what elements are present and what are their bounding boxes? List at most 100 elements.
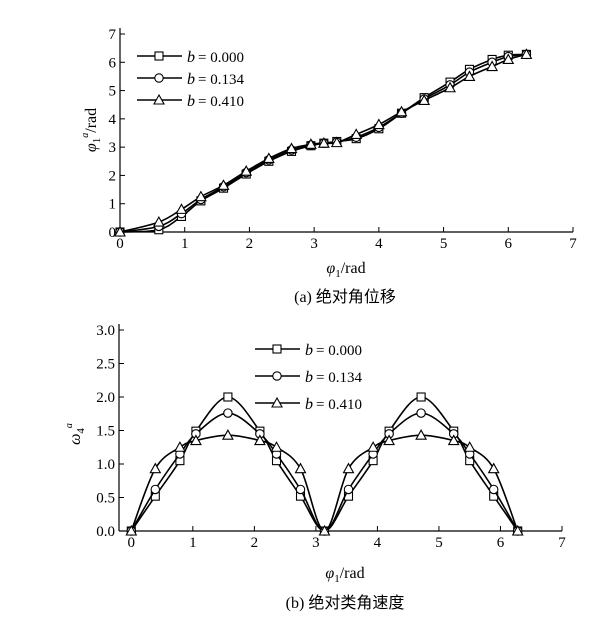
panel-a-series: [114, 48, 533, 237]
panel-b-series: [125, 392, 524, 536]
panel-a-axes: 0 1 2 3 4 5 6 7 0 1 2 3 4 5 6 7: [109, 27, 578, 252]
panel-b-xtick-label-5: 5: [435, 535, 443, 551]
panel-a-legend-marker-0: [154, 51, 164, 61]
panel-a-caption: (a) 绝对角位移: [294, 288, 396, 306]
panel-b-legend-marker-0: [272, 344, 282, 354]
panel-b-series-2-point-12: [415, 429, 428, 440]
panel-b-series-2-point-9: [342, 462, 355, 474]
panel-b-series-1-point-4: [223, 408, 233, 418]
panel-b-series-1-point-9: [343, 484, 354, 495]
panel-b-series-2-point-2: [173, 441, 186, 452]
panel-a-ytick-label-2: 2: [109, 168, 117, 184]
panel-b-xlabel: φ1/rad: [325, 565, 364, 585]
panel-a-xtick-label-2: 2: [246, 236, 254, 252]
panel-b-series-2-point-0: [125, 524, 138, 536]
panel-a-legend-symbol-2: b: [187, 93, 195, 110]
panel-a-ytick-label-1: 1: [109, 197, 117, 213]
panel-a-legend-symbol-0: b: [187, 49, 195, 66]
panel-a-series-2-point-15: [444, 81, 456, 93]
panel-a-ytick-label-5: 5: [109, 84, 117, 100]
panel-b-xtick-label-1: 1: [189, 535, 197, 551]
panel-b-ytick-label-6: 3.0: [96, 323, 115, 339]
panel-a-series-2-point-1: [152, 215, 165, 227]
panel-b-series-2-point-4: [221, 429, 234, 440]
panel-a-legend-label-2: = 0.410: [198, 94, 244, 110]
panel-b-series-2-point-16: [511, 524, 524, 536]
panel-a-series-2-point-2: [175, 203, 188, 214]
panel-b-series-2-point-3: [189, 434, 202, 446]
panel-b-series-2-point-11: [383, 434, 396, 446]
panel-b-ytick-label-2: 1.0: [96, 457, 115, 473]
panel-a-xtick-label-4: 4: [375, 236, 383, 252]
panel-a-series-2-point-5: [240, 165, 253, 176]
panel-b-ytick-label-3: 1.5: [96, 424, 115, 440]
panel-a-xtick-label-3: 3: [310, 236, 318, 252]
panel-b-series-2-point-6: [270, 441, 283, 452]
panel-a-ytick-label-4: 4: [109, 112, 117, 128]
panel-b-legend-label-0: = 0.000: [316, 343, 362, 359]
panel-a-ylabel: φ1a/rad: [80, 108, 103, 152]
panel-b-series-1-point-15: [488, 484, 499, 495]
panel-b-series-0-point-12: [416, 392, 426, 402]
panel-a-series-2-point-6: [262, 152, 275, 164]
panel-b-xtick-label-3: 3: [312, 535, 320, 551]
panel-b-legend-label-2: = 0.410: [316, 397, 362, 413]
panel-a-series-2-point-7: [285, 142, 298, 154]
panel-a-xtick-label-7: 7: [569, 236, 577, 252]
panel-a-legend-label-1: = 0.134: [198, 72, 244, 88]
panel-a-ytick-label-3: 3: [109, 140, 117, 156]
panel-b-series-2-point-7: [294, 462, 307, 474]
panel-b-xtick-label-4: 4: [374, 535, 382, 551]
panel-a-series-2-point-9: [317, 137, 330, 148]
panel-a-series-2-point-19: [520, 48, 533, 59]
panel-a-series-2-point-10: [330, 136, 343, 148]
panel-b-xtick-label-2: 2: [251, 535, 259, 551]
panel-a-ytick-label-6: 6: [109, 55, 117, 71]
panel-b-ytick-label-4: 2.0: [96, 390, 115, 406]
panel-b-series-2-point-1: [149, 462, 162, 474]
panel-a-series-2-point-0: [114, 225, 126, 237]
panel-a-xtick-label-1: 1: [181, 236, 189, 252]
panel-a-series-2-point-3: [194, 190, 207, 202]
panel-b-series-2-point-14: [463, 441, 476, 452]
panel-a-xtick-label-5: 5: [440, 236, 448, 252]
panel-a-ytick-label-7: 7: [109, 27, 117, 43]
panel-a-legend-marker-2: [153, 93, 165, 105]
panel-a-series-2-point-12: [372, 118, 385, 130]
panel-a-series-2-point-16: [463, 70, 476, 81]
panel-a-series-2-point-13: [395, 105, 408, 117]
panel-a-ytick-label-0: 0: [109, 225, 117, 241]
panel-b-caption: (b) 绝对类角速度: [286, 594, 405, 612]
panel-b-series-line-2: [130, 434, 519, 532]
panel-b-legend-symbol-1: b: [305, 369, 313, 386]
panel-b-ytick-label-1: 0.5: [96, 491, 115, 507]
panel-a-series-2-point-8: [304, 138, 317, 149]
panel-a-xtick-label-6: 6: [505, 236, 513, 252]
panel-a-xlabel: φ1/rad: [326, 260, 365, 280]
panel-b-series-2-point-8: [318, 524, 331, 536]
panel-b-series-2-point-10: [367, 441, 380, 452]
panel-b-series-2-point-13: [447, 434, 460, 446]
panel-b-xtick-label-7: 7: [558, 535, 566, 551]
panel-a-series-2-point-14: [418, 94, 431, 106]
panel-b-ylabel: ω4a: [64, 423, 87, 445]
panel-a-series-2-point-18: [502, 53, 515, 65]
panel-b-series-2-point-15: [487, 462, 500, 474]
panel-a-legend-symbol-1: b: [187, 71, 195, 88]
panel-b-series-line-0: [130, 396, 519, 532]
panel-b-series-2-point-5: [253, 434, 266, 446]
panel-b-ytick-label-0: 0.0: [96, 524, 115, 540]
panel-b-legend-symbol-2: b: [305, 396, 313, 413]
panel-b-legend-marker-2: [271, 396, 283, 408]
panel-b-axes: 0 1 2 3 4 5 6 7 0.0 0.5 1.0 1.5 2.0 2.5 3.0: [96, 323, 566, 551]
panel-b-series-1-point-12: [416, 408, 426, 418]
panel-b-legend-marker-1: [272, 371, 282, 381]
panel-b-series-1-point-7: [295, 484, 306, 495]
panel-a-legend-marker-1: [154, 73, 164, 83]
panel-a-series-2-point-4: [217, 179, 230, 190]
